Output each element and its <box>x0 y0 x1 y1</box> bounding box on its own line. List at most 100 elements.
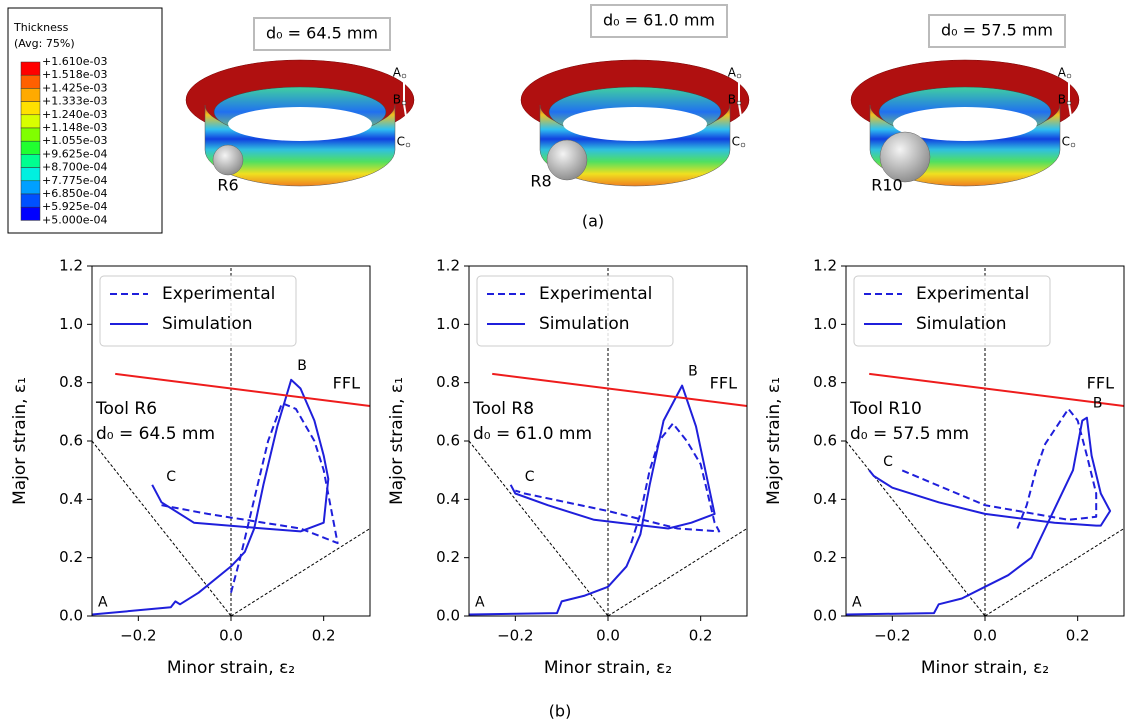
x-axis-label: Minor strain, ε₂ <box>921 658 1049 678</box>
x-tick-label: 0.2 <box>689 627 713 645</box>
level-label: +6.850e-04 <box>42 187 107 200</box>
color-box <box>21 115 40 128</box>
d0-label: d₀ = 61.0 mm <box>603 11 715 30</box>
line-label: FFL <box>333 374 360 393</box>
y-axis-label: Major strain, ε₁ <box>387 377 407 505</box>
y-tick-label: 1.2 <box>436 257 460 275</box>
point-label: C <box>732 135 740 149</box>
point-label: A <box>393 66 402 80</box>
x-axis-label: Minor strain, ε₂ <box>167 658 295 678</box>
section-point <box>406 143 410 147</box>
reference-line <box>608 529 747 617</box>
point-label: B <box>297 358 307 374</box>
section-point <box>737 101 741 105</box>
point-label: C <box>397 135 405 149</box>
annotation: Tool R8 <box>472 399 534 419</box>
point-label: A <box>1058 66 1067 80</box>
x-axis-label: Minor strain, ε₂ <box>544 658 672 678</box>
x-tick-label: 0.0 <box>219 627 243 645</box>
x-tick-label: 0.2 <box>1066 627 1090 645</box>
reference-line <box>92 441 231 616</box>
legend-label: Simulation <box>916 314 1007 334</box>
legend-label: Experimental <box>162 284 275 304</box>
y-tick-label: 0.6 <box>436 432 460 450</box>
level-label: +1.518e-03 <box>42 68 107 81</box>
y-tick-label: 0.8 <box>436 373 460 391</box>
color-box <box>21 181 40 194</box>
d0-label: d₀ = 64.5 mm <box>266 24 378 43</box>
tool-label: R10 <box>871 176 902 195</box>
caption: (b) <box>549 702 572 721</box>
section-point <box>1067 101 1071 105</box>
y-tick-label: 1.2 <box>59 257 83 275</box>
color-box <box>21 207 40 220</box>
y-tick-label: 0.8 <box>59 373 83 391</box>
y-tick-label: 1.2 <box>813 257 837 275</box>
y-tick-label: 0.2 <box>59 548 83 566</box>
point-label: A <box>852 595 862 611</box>
line-label: FFL <box>710 374 737 393</box>
legend-title: Thickness <box>13 21 69 34</box>
level-label: +1.333e-03 <box>42 95 107 108</box>
y-tick-label: 0.6 <box>813 432 837 450</box>
legend-label: Experimental <box>539 284 652 304</box>
y-tick-label: 0.4 <box>813 490 837 508</box>
section-point <box>1071 143 1075 147</box>
y-tick-label: 0.6 <box>59 432 83 450</box>
level-label: +1.240e-03 <box>42 108 107 121</box>
level-label: +1.610e-03 <box>42 55 107 68</box>
x-tick-label: −0.2 <box>497 627 533 645</box>
figure: (a) (b) Thickness(Avg: 75%)+1.610e-03+1.… <box>0 0 1125 725</box>
legend-label: Experimental <box>916 284 1029 304</box>
annotation: d₀ = 57.5 mm <box>850 424 969 444</box>
line-label: FFL <box>1087 374 1114 393</box>
color-box <box>21 88 40 101</box>
level-label: +9.625e-04 <box>42 147 107 160</box>
ring-hole <box>563 107 707 141</box>
y-tick-label: 1.0 <box>813 315 837 333</box>
x-tick-label: −0.2 <box>874 627 910 645</box>
annotation: d₀ = 64.5 mm <box>96 424 215 444</box>
section-point <box>741 143 745 147</box>
x-tick-label: 0.0 <box>973 627 997 645</box>
d0-label: d₀ = 57.5 mm <box>941 21 1053 40</box>
legend-label: Simulation <box>162 314 253 334</box>
legend-subtitle: (Avg: 75%) <box>14 37 75 50</box>
y-tick-label: 0.8 <box>813 373 837 391</box>
tool-label: R8 <box>530 172 551 191</box>
annotation: d₀ = 61.0 mm <box>473 424 592 444</box>
x-tick-label: 0.0 <box>596 627 620 645</box>
tool-ball <box>880 132 930 182</box>
level-label: +5.925e-04 <box>42 200 107 213</box>
reference-line <box>469 441 608 616</box>
x-tick-label: −0.2 <box>120 627 156 645</box>
section-point <box>1067 74 1071 78</box>
point-label: B <box>728 93 736 107</box>
color-box <box>21 102 40 115</box>
reference-line <box>985 529 1124 617</box>
annotation: Tool R10 <box>849 399 922 419</box>
tool-label: R6 <box>217 176 238 195</box>
caption: (a) <box>582 212 604 231</box>
color-box <box>21 141 40 154</box>
y-tick-label: 0.2 <box>813 548 837 566</box>
color-box <box>21 128 40 141</box>
y-axis-label: Major strain, ε₁ <box>10 377 30 505</box>
tool-ball <box>547 140 587 180</box>
y-tick-label: 0.0 <box>813 607 837 625</box>
ring-hole <box>228 107 372 141</box>
point-label: C <box>166 469 176 485</box>
y-tick-label: 1.0 <box>59 315 83 333</box>
level-label: +8.700e-04 <box>42 161 107 174</box>
y-tick-label: 1.0 <box>436 315 460 333</box>
point-label: A <box>98 595 108 611</box>
color-box <box>21 194 40 207</box>
y-tick-label: 0.0 <box>59 607 83 625</box>
level-label: +1.055e-03 <box>42 134 107 147</box>
y-axis-label: Major strain, ε₁ <box>764 377 784 505</box>
color-box <box>21 168 40 181</box>
reference-line <box>231 529 370 617</box>
level-label: +1.425e-03 <box>42 81 107 94</box>
section-point <box>402 101 406 105</box>
series-line <box>469 386 715 615</box>
